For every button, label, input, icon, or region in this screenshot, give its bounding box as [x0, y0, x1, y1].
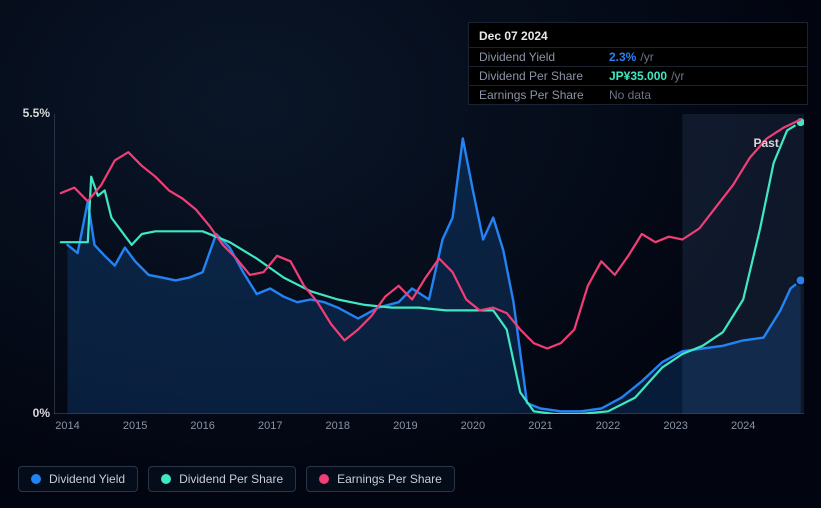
tooltip-row-nodata: No data: [609, 88, 651, 102]
tooltip-row-value: JP¥35.000: [609, 69, 667, 83]
tooltip-row-label: Dividend Yield: [479, 50, 609, 64]
x-axis-label: 2017: [258, 420, 282, 432]
tooltip-row-value: 2.3%: [609, 50, 636, 64]
chart-legend: Dividend Yield Dividend Per Share Earnings…: [18, 466, 455, 492]
x-axis-label: 2016: [190, 420, 214, 432]
legend-swatch: [161, 474, 171, 484]
legend-swatch: [31, 474, 41, 484]
tooltip-row: Dividend Per ShareJP¥35.000/yr: [469, 66, 807, 85]
x-axis-label: 2019: [393, 420, 417, 432]
tooltip-row-label: Dividend Per Share: [479, 69, 609, 83]
x-axis-label: 2014: [55, 420, 79, 432]
tooltip-date: Dec 07 2024: [469, 23, 807, 47]
y-axis-label: 0%: [33, 406, 50, 420]
y-axis-label: 5.5%: [23, 106, 50, 120]
x-axis-label: 2022: [596, 420, 620, 432]
tooltip-row: Earnings Per ShareNo data: [469, 85, 807, 104]
tooltip-row-label: Earnings Per Share: [479, 88, 609, 102]
tooltip-row: Dividend Yield2.3% /yr: [469, 47, 807, 66]
x-axis-label: 2018: [326, 420, 350, 432]
x-axis-ticks: 2014 2015 2016 2017 2018 2019 2020 2021 2022 2023…: [54, 420, 804, 438]
x-axis-label: 2015: [123, 420, 147, 432]
legend-item[interactable]: Earnings Per Share: [306, 466, 455, 492]
chart-plot-area[interactable]: [54, 114, 804, 414]
tooltip-row-unit: /yr: [671, 69, 684, 83]
x-axis-label: 2020: [461, 420, 485, 432]
x-axis-label: 2023: [663, 420, 687, 432]
past-region-label: Past: [754, 136, 779, 150]
legend-label: Dividend Yield: [49, 472, 125, 486]
legend-label: Earnings Per Share: [337, 472, 442, 486]
legend-item[interactable]: Dividend Yield: [18, 466, 138, 492]
chart-tooltip: Dec 07 2024 Dividend Yield2.3%/yrDividen…: [468, 22, 808, 105]
legend-swatch: [319, 474, 329, 484]
dividend-chart: 5.5%0% Past 2014201520162017201820192020…: [18, 108, 806, 418]
legend-label: Dividend Per Share: [179, 472, 283, 486]
x-axis-label: 2021: [528, 420, 552, 432]
x-axis-label: 2024: [731, 420, 755, 432]
legend-item[interactable]: Dividend Per Share: [148, 466, 296, 492]
tooltip-row-unit: /yr: [640, 50, 653, 64]
